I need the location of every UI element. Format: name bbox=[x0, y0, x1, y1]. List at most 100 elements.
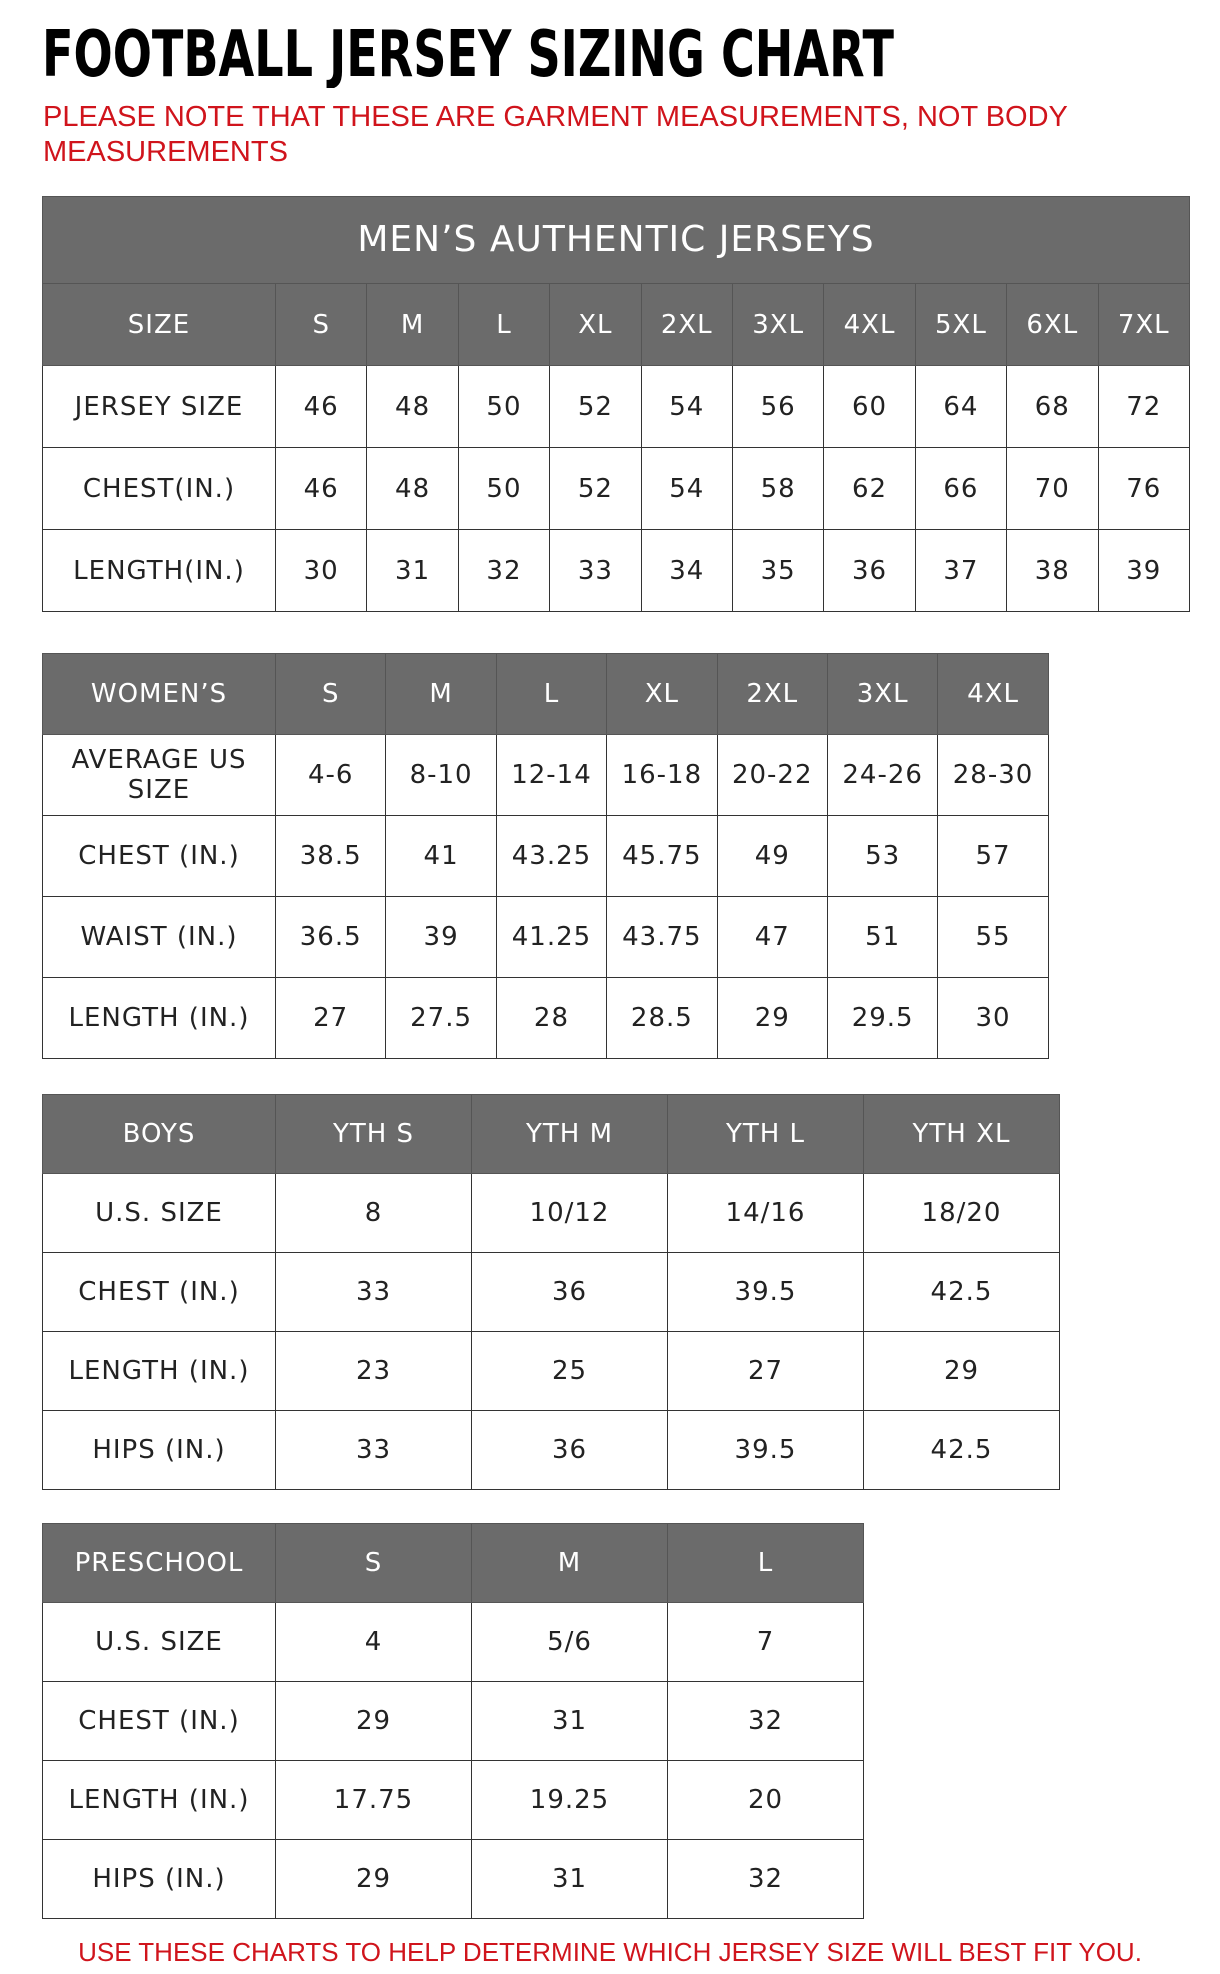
cell: 29.5 bbox=[826, 977, 939, 1059]
cell: 23 bbox=[275, 1331, 472, 1411]
cell: 39 bbox=[385, 896, 497, 978]
cell: 25 bbox=[471, 1331, 668, 1411]
header-cell: S bbox=[274, 653, 387, 735]
header-cell: L bbox=[495, 653, 608, 735]
cell: 31 bbox=[366, 529, 459, 612]
cell: 64 bbox=[914, 365, 1008, 448]
cell: 38.5 bbox=[274, 815, 387, 897]
cell: 46 bbox=[274, 447, 368, 530]
cell: 31 bbox=[471, 1839, 668, 1919]
cell: 50 bbox=[457, 447, 551, 530]
cell: 47 bbox=[716, 896, 828, 978]
cell: 36 bbox=[823, 529, 916, 612]
header-cell: M bbox=[471, 1523, 668, 1603]
cell: 29 bbox=[716, 977, 828, 1059]
size-table: BOYS YTH S YTH M YTH L YTH XL U.S. SIZE 8 10/12… bbox=[42, 1094, 1060, 1490]
header-cell: 2XL bbox=[640, 283, 733, 366]
cell: 29 bbox=[275, 1839, 472, 1919]
cell: 33 bbox=[549, 529, 642, 612]
row-label: LENGTH (IN.) bbox=[42, 1760, 276, 1840]
header-row: WOMEN’S S M L XL 2XL 3XL 4XL bbox=[42, 653, 1049, 735]
cell: 55 bbox=[937, 896, 1049, 978]
size-table: MEN’S AUTHENTIC JERSEYS SIZE S M L XL 2XL 3XL 4X… bbox=[42, 196, 1190, 612]
cell: 36 bbox=[471, 1252, 668, 1332]
data-row: CHEST (IN.) 29 31 32 bbox=[42, 1681, 864, 1761]
cell: 14/16 bbox=[667, 1173, 864, 1253]
header-cell: S bbox=[275, 1523, 472, 1603]
cell: 30 bbox=[937, 977, 1049, 1059]
header-cell: 4XL bbox=[937, 653, 1049, 735]
cell: 28 bbox=[495, 977, 608, 1059]
table-caption: MEN’S AUTHENTIC JERSEYS bbox=[42, 196, 1190, 284]
row-label: LENGTH(IN.) bbox=[42, 529, 276, 612]
header-cell: WOMEN’S bbox=[42, 653, 276, 735]
row-label: JERSEY SIZE bbox=[42, 365, 276, 448]
cell: 20 bbox=[667, 1760, 864, 1840]
cell: 52 bbox=[549, 365, 642, 448]
cell: 60 bbox=[823, 365, 916, 448]
header-cell: S bbox=[274, 283, 368, 366]
row-label: CHEST(IN.) bbox=[42, 447, 276, 530]
data-row: JERSEY SIZE 46 48 50 52 54 56 60 64 68 72 bbox=[42, 365, 1190, 448]
header-cell: 6XL bbox=[1006, 283, 1099, 366]
header-cell: 5XL bbox=[914, 283, 1008, 366]
cell: 43.25 bbox=[495, 815, 608, 897]
cell: 62 bbox=[823, 447, 916, 530]
cell: 56 bbox=[731, 365, 825, 448]
data-row: U.S. SIZE 8 10/12 14/16 18/20 bbox=[42, 1173, 1060, 1253]
cell: 33 bbox=[275, 1252, 472, 1332]
cell: 48 bbox=[366, 365, 459, 448]
cell: 52 bbox=[549, 447, 642, 530]
cell: 30 bbox=[274, 529, 368, 612]
cell: 42.5 bbox=[863, 1410, 1060, 1490]
title-box: FOOTBALL JERSEY SIZING CHART bbox=[42, 18, 894, 88]
cell: 32 bbox=[667, 1839, 864, 1919]
cell: 37 bbox=[914, 529, 1008, 612]
cell: 70 bbox=[1006, 447, 1099, 530]
header-cell: YTH L bbox=[667, 1094, 864, 1174]
title: FOOTBALL JERSEY SIZING CHART bbox=[42, 18, 894, 88]
cell: 29 bbox=[275, 1681, 472, 1761]
cell: 49 bbox=[716, 815, 828, 897]
cell: 28.5 bbox=[606, 977, 718, 1059]
cell: 27.5 bbox=[385, 977, 497, 1059]
cell: 20-22 bbox=[716, 734, 828, 816]
row-label: CHEST (IN.) bbox=[42, 1681, 276, 1761]
cell: 27 bbox=[274, 977, 387, 1059]
data-row: HIPS (IN.) 29 31 32 bbox=[42, 1839, 864, 1919]
cell: 36 bbox=[471, 1410, 668, 1490]
cell: 32 bbox=[667, 1681, 864, 1761]
cell: 54 bbox=[640, 447, 733, 530]
cell: 7 bbox=[667, 1602, 864, 1682]
cell: 19.25 bbox=[471, 1760, 668, 1840]
header-cell: L bbox=[457, 283, 551, 366]
header-cell: 2XL bbox=[716, 653, 828, 735]
cell: 8 bbox=[275, 1173, 472, 1253]
cell: 8-10 bbox=[385, 734, 497, 816]
caption-row: MEN’S AUTHENTIC JERSEYS bbox=[42, 196, 1190, 284]
row-label: CHEST (IN.) bbox=[42, 1252, 276, 1332]
cell: 39.5 bbox=[667, 1252, 864, 1332]
cell: 66 bbox=[914, 447, 1008, 530]
cell: 38 bbox=[1006, 529, 1099, 612]
header-row: SIZE S M L XL 2XL 3XL 4XL 5XL 6XL 7XL bbox=[42, 283, 1190, 366]
cell: 50 bbox=[457, 365, 551, 448]
data-row: WAIST (IN.) 36.5 39 41.25 43.75 47 51 55 bbox=[42, 896, 1049, 978]
header-cell: 3XL bbox=[826, 653, 939, 735]
cell: 5/6 bbox=[471, 1602, 668, 1682]
cell: 24-26 bbox=[826, 734, 939, 816]
cell: 36.5 bbox=[274, 896, 387, 978]
header-cell: 7XL bbox=[1097, 283, 1190, 366]
header-cell: SIZE bbox=[42, 283, 276, 366]
cell: 27 bbox=[667, 1331, 864, 1411]
row-label: LENGTH (IN.) bbox=[42, 977, 276, 1059]
cell: 35 bbox=[731, 529, 825, 612]
header-cell: 3XL bbox=[731, 283, 825, 366]
cell: 53 bbox=[826, 815, 939, 897]
cell: 39.5 bbox=[667, 1410, 864, 1490]
cell: 76 bbox=[1097, 447, 1190, 530]
data-row: U.S. SIZE 4 5/6 7 bbox=[42, 1602, 864, 1682]
row-label: LENGTH (IN.) bbox=[42, 1331, 276, 1411]
data-row: CHEST (IN.) 33 36 39.5 42.5 bbox=[42, 1252, 1060, 1332]
